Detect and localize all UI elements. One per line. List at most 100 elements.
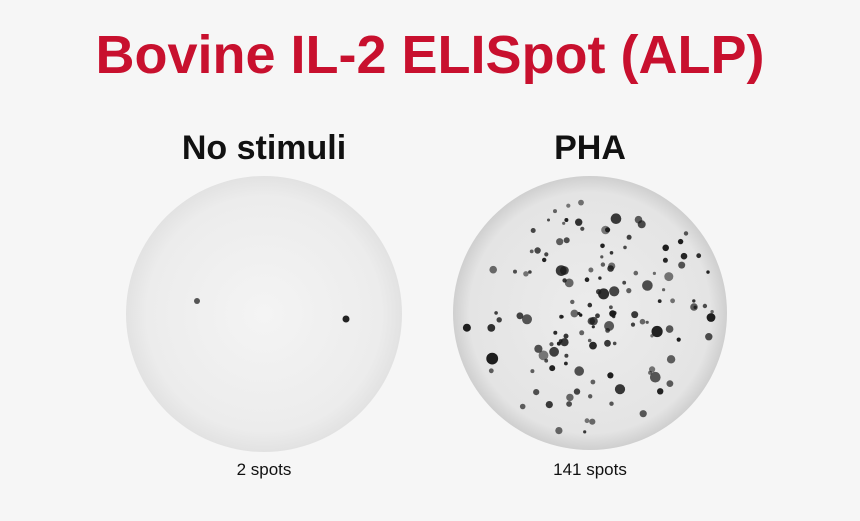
- spot: [590, 379, 596, 385]
- spot: [566, 393, 574, 402]
- spot: [693, 305, 697, 309]
- spot: [677, 238, 684, 245]
- spot: [194, 298, 200, 304]
- spot: [496, 317, 502, 323]
- spot: [578, 199, 584, 206]
- spot: [555, 427, 563, 435]
- spot: [696, 253, 702, 259]
- spot: [534, 344, 543, 353]
- spot: [519, 403, 526, 410]
- spot: [642, 280, 653, 291]
- spot: [666, 355, 676, 364]
- spot: [600, 262, 606, 267]
- spot: [657, 388, 664, 395]
- spot: [626, 288, 632, 294]
- spot: [516, 312, 524, 320]
- spot: [604, 339, 611, 347]
- spot: [544, 252, 549, 257]
- spot: [683, 231, 689, 236]
- spot: [553, 209, 557, 214]
- spot: [652, 271, 656, 275]
- spot: [666, 380, 674, 387]
- spot: [650, 371, 661, 383]
- spot: [530, 369, 535, 374]
- spot: [547, 218, 550, 222]
- spot: [598, 288, 610, 300]
- spot: [545, 401, 553, 409]
- spot: [529, 249, 534, 254]
- spot: [605, 328, 610, 333]
- spot: [589, 341, 597, 350]
- spot: [631, 311, 639, 319]
- spot: [645, 320, 649, 324]
- spot: [676, 337, 681, 342]
- spot: [560, 338, 569, 347]
- spot: [609, 251, 614, 255]
- spot: [662, 244, 669, 252]
- spot: [549, 342, 554, 347]
- spot: [595, 313, 600, 319]
- spot: [612, 341, 617, 346]
- spot: [564, 218, 569, 222]
- spot: [549, 346, 559, 357]
- spot: [662, 257, 668, 263]
- spot: [580, 226, 585, 231]
- spot: [522, 314, 532, 325]
- spot: [614, 384, 626, 395]
- spot: [665, 325, 674, 333]
- spot: [560, 266, 569, 275]
- spot: [692, 299, 696, 303]
- panel-title-no-stimuli: No stimuli: [181, 129, 347, 167]
- spot: [639, 410, 647, 418]
- spot: [589, 418, 596, 425]
- spot: [702, 303, 708, 309]
- well-pha: [453, 176, 727, 450]
- spot: [622, 280, 627, 285]
- spot: [488, 368, 494, 374]
- spot: [706, 270, 710, 274]
- spot: [626, 234, 632, 240]
- spot: [706, 313, 716, 322]
- spot: [598, 276, 602, 280]
- well-no-stimuli: [126, 176, 402, 452]
- spot: [489, 265, 497, 274]
- spot: [583, 430, 587, 434]
- spot: [513, 269, 517, 274]
- spot: [579, 330, 585, 336]
- spot: [648, 370, 653, 375]
- spot: [705, 333, 713, 341]
- spot: [563, 237, 570, 244]
- spot: [342, 315, 350, 323]
- spot: [573, 388, 581, 395]
- spot: [570, 309, 579, 318]
- spot: [584, 418, 590, 424]
- spot: [559, 314, 564, 319]
- spot: [678, 261, 686, 269]
- spot: [612, 310, 617, 316]
- spot: [670, 298, 675, 304]
- spot: [544, 358, 549, 363]
- spot: [486, 352, 499, 365]
- caption-no-stimuli: 2 spots: [236, 460, 292, 479]
- spot: [587, 317, 595, 325]
- spot: [630, 322, 636, 327]
- spot: [680, 252, 688, 260]
- spot: [564, 278, 574, 288]
- spot: [530, 228, 536, 233]
- well-image-pha: [453, 176, 727, 450]
- spot: [462, 323, 471, 332]
- spot: [533, 389, 540, 396]
- spot: [538, 350, 549, 361]
- spot: [651, 325, 663, 338]
- spot: [528, 270, 532, 274]
- spot: [601, 225, 610, 235]
- spot: [584, 277, 590, 282]
- spot: [549, 365, 556, 372]
- spot: [542, 257, 547, 263]
- spot: [634, 215, 643, 224]
- spot: [609, 401, 614, 406]
- spot: [612, 314, 616, 319]
- spot: [710, 310, 714, 314]
- spot: [574, 366, 584, 376]
- spot: [588, 267, 594, 273]
